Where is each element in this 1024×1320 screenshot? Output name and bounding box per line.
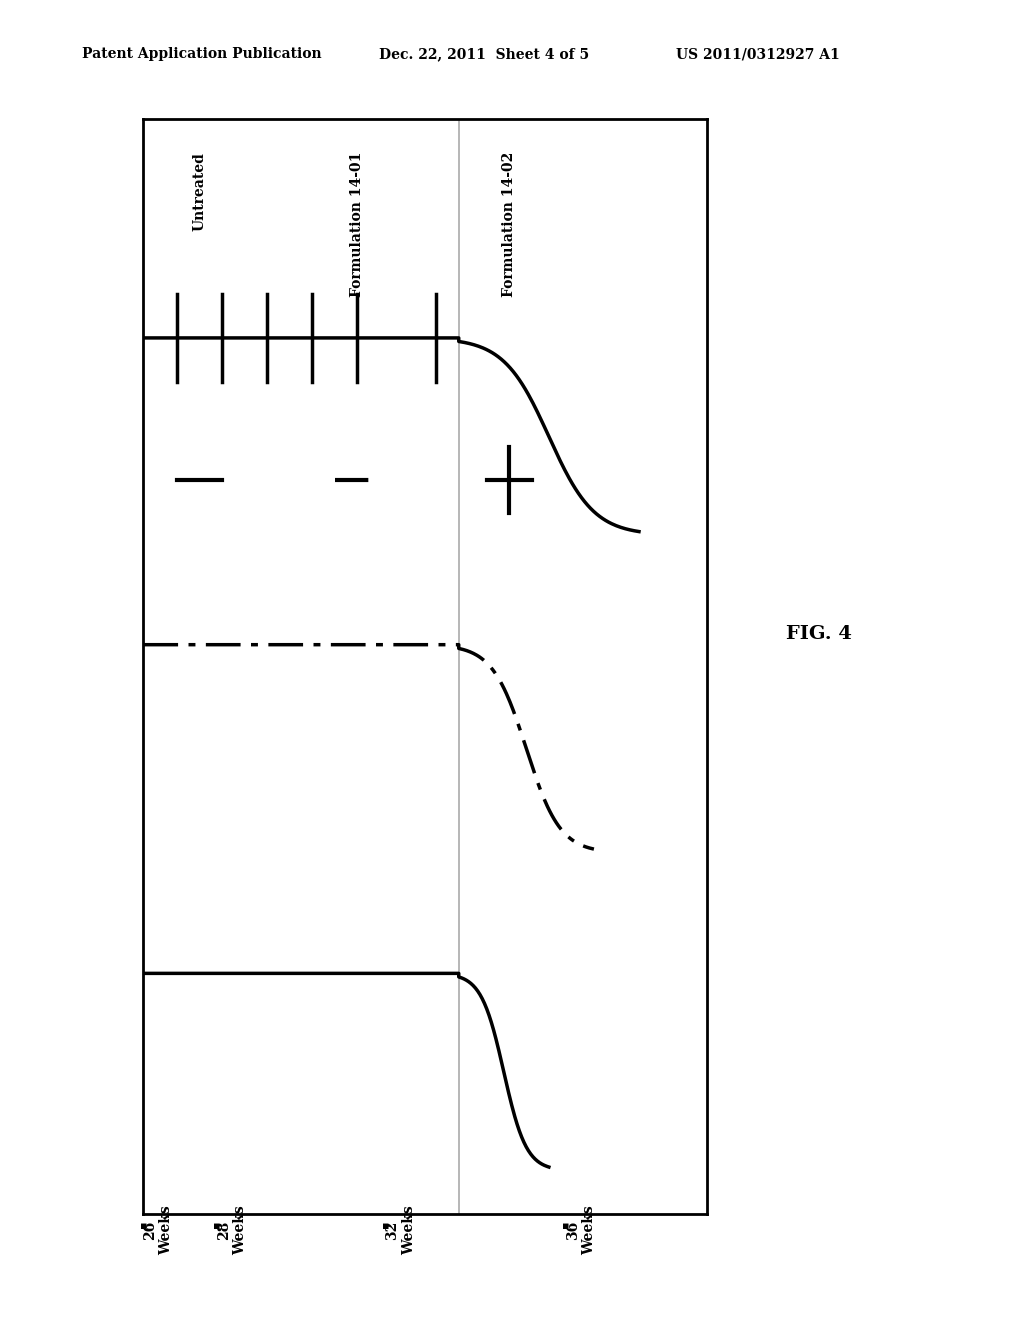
Text: 36
Weeks: 36 Weeks (565, 1205, 596, 1255)
Text: Patent Application Publication: Patent Application Publication (82, 48, 322, 61)
Text: 26
Weeks: 26 Weeks (143, 1205, 173, 1255)
Text: ▪: ▪ (382, 1221, 389, 1232)
Text: US 2011/0312927 A1: US 2011/0312927 A1 (676, 48, 840, 61)
Text: Formulation 14-02: Formulation 14-02 (503, 152, 516, 297)
Text: Formulation 14-01: Formulation 14-01 (350, 152, 365, 297)
Text: ▪: ▪ (139, 1221, 147, 1232)
Text: Untreated: Untreated (193, 152, 207, 231)
Text: ▪: ▪ (562, 1221, 569, 1232)
Text: 32
Weeks: 32 Weeks (386, 1205, 416, 1255)
Text: 28
Weeks: 28 Weeks (217, 1205, 247, 1255)
Text: ▪: ▪ (213, 1221, 220, 1232)
Text: FIG. 4: FIG. 4 (786, 624, 852, 643)
Text: Dec. 22, 2011  Sheet 4 of 5: Dec. 22, 2011 Sheet 4 of 5 (379, 48, 589, 61)
